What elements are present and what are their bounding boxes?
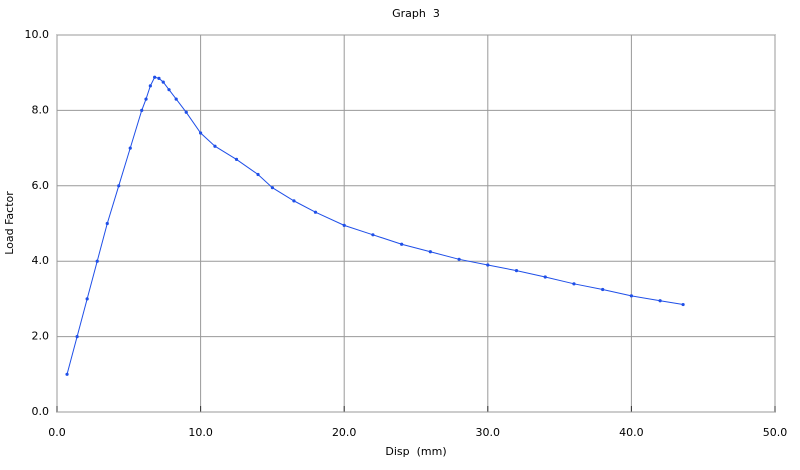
x-tick-label: 40.0 xyxy=(619,426,644,439)
data-point xyxy=(85,297,89,301)
data-point xyxy=(601,287,605,292)
x-axis-label: Disp (mm) xyxy=(385,445,446,458)
data-point xyxy=(342,223,346,227)
data-point xyxy=(457,257,461,261)
data-point xyxy=(157,76,161,80)
data-point xyxy=(174,97,178,101)
data-point xyxy=(486,263,490,267)
data-point xyxy=(292,199,296,203)
data-point xyxy=(234,157,239,162)
data-line xyxy=(66,76,684,375)
chart-title: Graph 3 xyxy=(392,7,440,20)
data-point xyxy=(199,131,203,135)
data-point xyxy=(428,250,432,254)
data-point xyxy=(140,108,144,112)
data-point xyxy=(213,144,217,148)
data-point xyxy=(161,80,165,84)
x-tick-label: 30.0 xyxy=(476,426,501,439)
x-tick-label: 50.0 xyxy=(763,426,788,439)
data-point xyxy=(543,275,547,279)
x-tick-label: 10.0 xyxy=(188,426,213,439)
data-point xyxy=(128,146,132,150)
data-point xyxy=(256,172,260,177)
data-point xyxy=(184,110,188,114)
data-point xyxy=(514,269,519,273)
data-point xyxy=(681,302,685,307)
data-point xyxy=(144,97,148,101)
plot-area xyxy=(56,34,776,413)
data-point xyxy=(658,299,662,303)
data-point xyxy=(117,184,121,188)
y-tick-label: 6.0 xyxy=(32,179,50,192)
y-tick-label: 10.0 xyxy=(25,28,50,41)
data-point xyxy=(371,233,375,237)
data-point xyxy=(148,84,152,88)
y-axis-label: Load Factor xyxy=(3,191,16,255)
x-tick-label: 20.0 xyxy=(332,426,357,439)
data-point xyxy=(95,259,99,263)
data-point xyxy=(75,335,79,339)
x-tick-label: 0.0 xyxy=(48,426,66,439)
data-point xyxy=(400,242,404,246)
data-point xyxy=(65,372,69,376)
data-point xyxy=(153,75,157,79)
data-point xyxy=(572,282,576,286)
y-tick-label: 2.0 xyxy=(32,330,50,343)
data-point xyxy=(105,221,109,226)
data-point xyxy=(270,186,274,190)
data-point xyxy=(629,294,634,298)
data-point xyxy=(167,88,171,92)
y-tick-label: 4.0 xyxy=(32,254,50,267)
y-tick-label: 0.0 xyxy=(32,405,50,418)
data-point xyxy=(313,210,318,214)
y-tick-label: 8.0 xyxy=(32,103,50,116)
